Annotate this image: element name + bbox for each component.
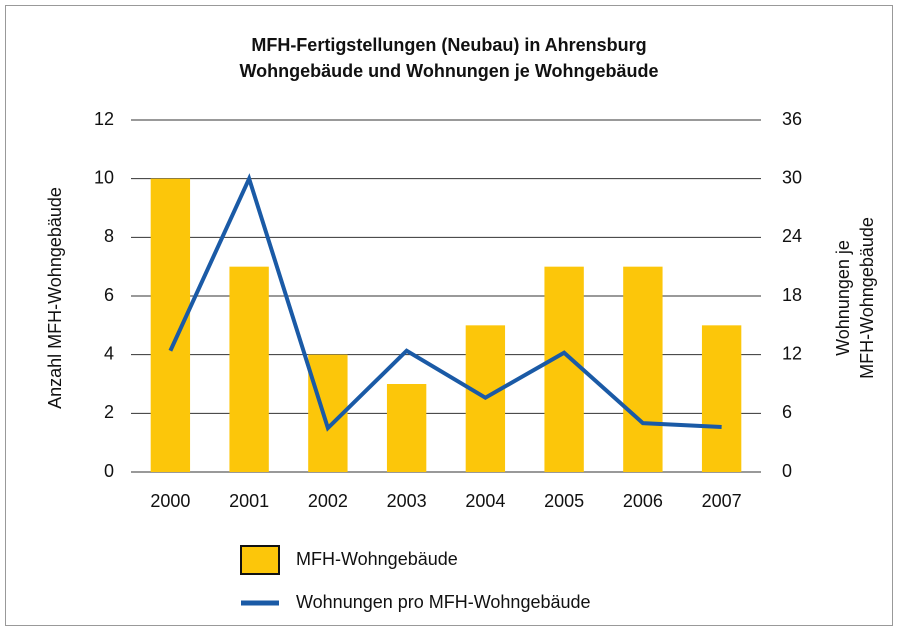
y-tick-label: 4: [104, 343, 114, 363]
bar: [229, 266, 269, 472]
y2-tick-label: 30: [782, 167, 802, 187]
x-tick-label: 2001: [229, 491, 269, 511]
y-axis-title: Anzahl MFH-Wohngebäude: [45, 187, 65, 409]
y2-tick-label: 6: [782, 402, 792, 422]
chart-title: MFH-Fertigstellungen (Neubau) in Ahrensb…: [251, 35, 646, 55]
bar: [701, 325, 742, 472]
y-tick-label: 10: [94, 167, 114, 187]
y2-tick-label: 24: [782, 226, 802, 246]
y2-tick-label: 0: [782, 461, 792, 481]
x-tick-label: 2006: [623, 491, 663, 511]
y2-axis-title: MFH-Wohngebäude: [857, 217, 877, 379]
legend-swatch: [240, 545, 280, 575]
x-tick-label: 2000: [150, 491, 190, 511]
y2-tick-label: 18: [782, 285, 802, 305]
x-tick-label: 2002: [308, 491, 348, 511]
bar: [623, 266, 663, 472]
x-tick-label: 2003: [387, 491, 427, 511]
bar: [386, 384, 427, 472]
y2-axis-title: Wohnungen je: [833, 240, 853, 356]
legend-label: MFH-Wohngebäude: [296, 549, 458, 569]
frame: [5, 5, 893, 626]
y-tick-label: 0: [104, 461, 114, 481]
y-tick-label: 8: [104, 226, 114, 246]
bar: [544, 266, 584, 472]
y-tick-label: 2: [104, 402, 114, 422]
y-tick-label: 12: [94, 109, 114, 129]
legend-label: Wohnungen pro MFH-Wohngebäude: [296, 592, 591, 612]
chart-subtitle: Wohngebäude und Wohnungen je Wohngebäude: [240, 61, 659, 81]
x-tick-label: 2005: [544, 491, 584, 511]
y-tick-label: 6: [104, 285, 114, 305]
x-tick-label: 2007: [702, 491, 742, 511]
y2-tick-label: 36: [782, 109, 802, 129]
x-tick-label: 2004: [465, 491, 505, 511]
y2-tick-label: 12: [782, 343, 802, 363]
line: [168, 173, 722, 432]
